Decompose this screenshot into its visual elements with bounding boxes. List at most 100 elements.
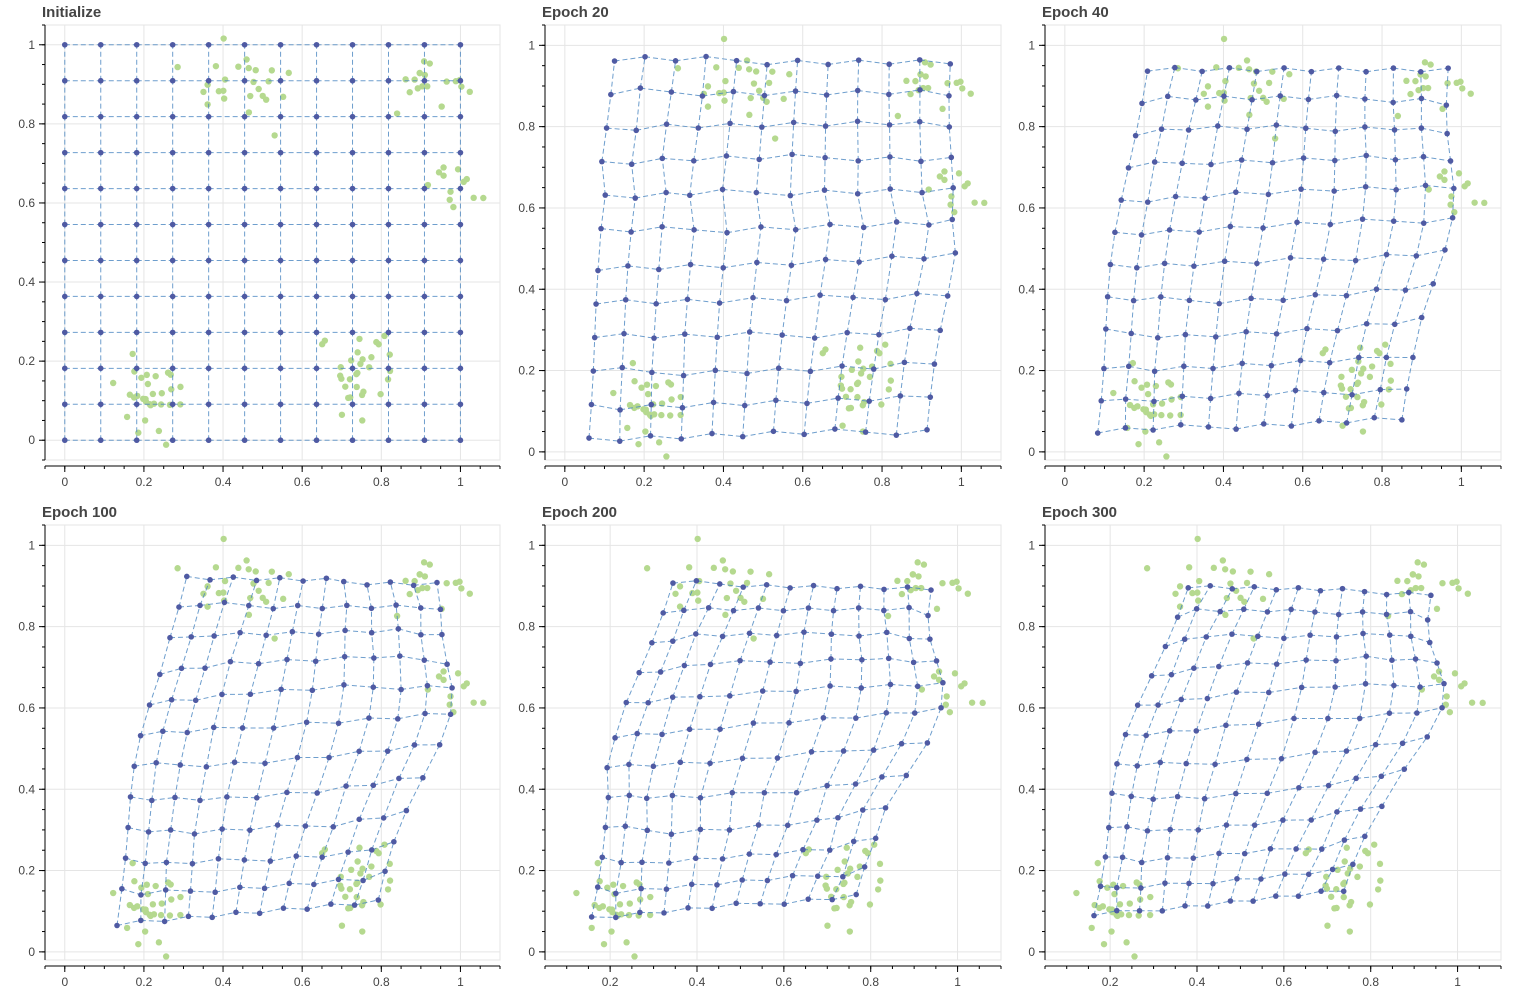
y-tick-label: 0 bbox=[528, 945, 535, 959]
mesh-edge bbox=[266, 631, 293, 636]
mesh-edge bbox=[1184, 608, 1198, 640]
neuron-point bbox=[1422, 182, 1429, 189]
y-tick-label: 0.6 bbox=[518, 201, 535, 215]
data-point bbox=[375, 341, 382, 348]
neuron-point bbox=[639, 859, 645, 866]
x-tick-label: 0.6 bbox=[1294, 475, 1311, 489]
mesh-edge bbox=[1104, 827, 1110, 858]
neuron-point bbox=[840, 873, 846, 880]
neuron-point bbox=[885, 655, 892, 662]
neuron-point bbox=[169, 329, 176, 336]
mesh-edge bbox=[878, 299, 886, 335]
mesh-edge bbox=[917, 682, 943, 687]
mesh-edge bbox=[710, 636, 724, 665]
neuron-point bbox=[862, 429, 869, 435]
neuron-point bbox=[1332, 684, 1338, 690]
data-point bbox=[722, 611, 729, 619]
neuron-point bbox=[866, 398, 873, 404]
data-point bbox=[1165, 379, 1172, 386]
neuron-point bbox=[349, 401, 356, 408]
mesh-edge bbox=[588, 404, 592, 439]
x-tick-label: 0.2 bbox=[636, 475, 653, 489]
mesh-edge bbox=[712, 902, 737, 909]
neuron-point bbox=[773, 851, 780, 858]
mesh-edge bbox=[729, 91, 734, 124]
mesh-edge bbox=[1297, 874, 1310, 897]
neuron-point bbox=[763, 582, 770, 588]
neuron-point bbox=[1373, 286, 1380, 292]
neuron-point bbox=[688, 881, 695, 888]
data-point bbox=[957, 78, 964, 85]
neuron-point bbox=[755, 605, 762, 611]
mesh-edge bbox=[829, 817, 839, 851]
data-point bbox=[723, 594, 731, 602]
mesh-edge bbox=[116, 919, 141, 926]
neuron-point bbox=[1234, 875, 1240, 882]
mesh-edge bbox=[1181, 366, 1185, 397]
mesh-edge bbox=[1241, 129, 1248, 161]
mesh-edge bbox=[169, 606, 180, 638]
mesh-edge bbox=[288, 855, 297, 884]
mesh-edge bbox=[1193, 260, 1225, 267]
neuron-point bbox=[622, 823, 629, 830]
mesh-edge bbox=[830, 610, 835, 635]
neuron-point bbox=[1390, 65, 1397, 71]
neuron-point bbox=[783, 297, 790, 304]
mesh-edge bbox=[842, 841, 855, 877]
data-point bbox=[655, 439, 663, 446]
neuron-point bbox=[342, 627, 348, 634]
mesh-edge bbox=[1311, 811, 1338, 821]
mesh-edge bbox=[1290, 587, 1299, 610]
neuron-point bbox=[127, 794, 134, 800]
mesh-edge bbox=[888, 94, 891, 125]
neuron-point bbox=[1113, 884, 1120, 891]
mesh-edge bbox=[354, 899, 379, 906]
mesh-edge bbox=[1257, 635, 1284, 639]
mesh-edge bbox=[610, 87, 641, 96]
neuron-point bbox=[911, 710, 918, 716]
mesh-edge bbox=[625, 825, 648, 831]
mesh-edge bbox=[1343, 864, 1354, 892]
neuron-point bbox=[253, 577, 260, 584]
neuron-point bbox=[854, 190, 861, 197]
mesh-edge bbox=[908, 607, 929, 617]
mesh-edge bbox=[719, 297, 754, 304]
neuron-point bbox=[591, 334, 598, 341]
neuron-point bbox=[233, 909, 239, 916]
mesh-edge bbox=[916, 293, 948, 297]
neuron-point bbox=[138, 917, 144, 924]
data-point bbox=[1131, 378, 1138, 385]
mesh-edge bbox=[224, 601, 249, 607]
neuron-point bbox=[211, 633, 217, 639]
mesh-edge bbox=[1423, 185, 1427, 224]
mesh-edge bbox=[885, 684, 891, 713]
neuron-point bbox=[1327, 221, 1334, 228]
neuron-point bbox=[1128, 330, 1135, 337]
mesh-edge bbox=[816, 785, 828, 821]
mesh-edge bbox=[895, 395, 901, 436]
data-point bbox=[466, 590, 473, 597]
mesh-edge bbox=[1364, 126, 1395, 131]
y-tick-label: 0.4 bbox=[1018, 282, 1035, 296]
neuron-point bbox=[684, 296, 691, 303]
data-point bbox=[1366, 901, 1374, 908]
data-point bbox=[1247, 568, 1254, 575]
neuron-point bbox=[661, 910, 667, 916]
data-point bbox=[860, 398, 868, 406]
neuron-point bbox=[133, 365, 140, 372]
neuron-point bbox=[1158, 294, 1164, 300]
neuron-point bbox=[857, 583, 864, 590]
mesh-edge bbox=[243, 830, 251, 861]
mesh-edge bbox=[926, 397, 931, 430]
mesh-edge bbox=[621, 333, 625, 368]
data-point bbox=[359, 928, 366, 935]
mesh-edge bbox=[808, 607, 834, 612]
mesh-edge bbox=[1310, 785, 1330, 821]
mesh-edge bbox=[743, 584, 767, 588]
mesh-edge bbox=[148, 829, 171, 833]
neuron-point bbox=[1193, 97, 1199, 103]
neuron-point bbox=[618, 859, 624, 866]
mesh-edge bbox=[413, 585, 422, 609]
neuron-point bbox=[422, 710, 428, 717]
neuron-point bbox=[185, 913, 192, 920]
